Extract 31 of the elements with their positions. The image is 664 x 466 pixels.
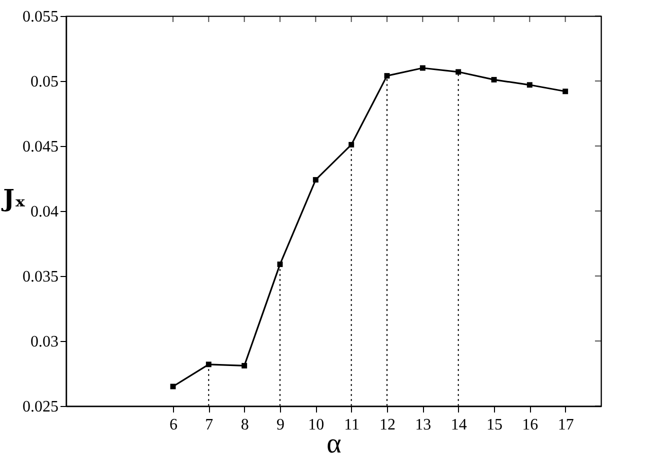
point (312, 177, 318, 183)
x-tick-label: 8 (240, 416, 249, 434)
y-axis-title: Jₓ (1, 184, 26, 212)
point (384, 73, 390, 79)
y-tick-label: 0.03 (30, 334, 58, 350)
x-tick-label: 15 (486, 416, 502, 434)
x-axis-title: α (326, 428, 342, 460)
x-tick-label: 14 (450, 416, 467, 434)
point (491, 76, 497, 82)
y-tick-label: 0.035 (22, 268, 58, 286)
x-tick-label: 17 (558, 416, 574, 434)
x-tick-label: 6 (170, 416, 178, 434)
x-tick-label: 9 (276, 416, 284, 434)
x-tick-label: 7 (205, 416, 214, 434)
point (242, 362, 248, 368)
y-tick-label: 0.04 (30, 204, 58, 220)
point (348, 142, 354, 148)
point (206, 362, 212, 368)
y-tick-label: 0.045 (22, 138, 58, 156)
point (562, 88, 568, 94)
y-tick-label: 0.05 (30, 74, 58, 90)
x-tick-label: 16 (522, 416, 538, 434)
x-tick-label: 10 (308, 416, 324, 434)
point (420, 65, 426, 71)
x-tick-label: 12 (380, 416, 396, 434)
x-tick-label: 13 (415, 416, 432, 434)
y-tick-label: 0.025 (22, 398, 58, 416)
point (456, 69, 462, 75)
x-tick-label: 11 (344, 416, 360, 434)
point (526, 82, 532, 88)
y-tick-label: 0.055 (22, 8, 58, 26)
